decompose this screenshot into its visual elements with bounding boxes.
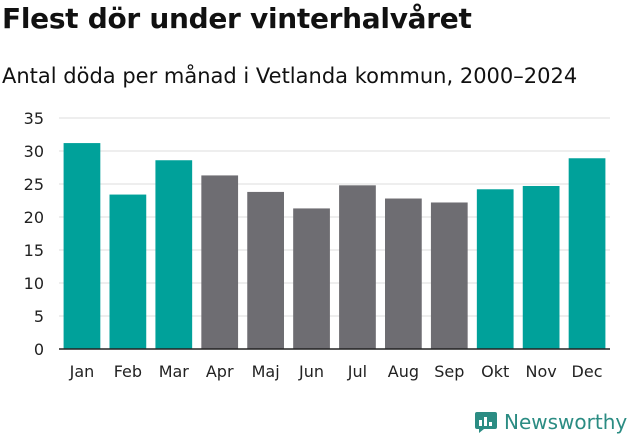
- x-tick-label: Dec: [572, 362, 603, 381]
- x-tick-label: Jul: [347, 362, 367, 381]
- y-tick-label: 30: [24, 142, 44, 161]
- bar-feb: [109, 194, 147, 349]
- bar-layer: [63, 143, 606, 349]
- bar-jan: [63, 143, 101, 349]
- x-tick-label: Apr: [206, 362, 234, 381]
- y-tick-label: 0: [34, 340, 44, 359]
- y-tick-label: 15: [24, 241, 44, 260]
- newsworthy-logo: Newsworthy: [474, 405, 627, 439]
- bar-dec: [568, 158, 606, 349]
- y-tick-label: 5: [34, 307, 44, 326]
- x-tick-label: Jun: [298, 362, 324, 381]
- bar-okt: [476, 189, 514, 349]
- y-tick-label: 10: [24, 274, 44, 293]
- brand-name: Newsworthy: [504, 410, 628, 434]
- x-tick-label: Maj: [252, 362, 280, 381]
- bar-jun: [293, 208, 330, 349]
- x-tick-label: Feb: [114, 362, 142, 381]
- bar-jul: [339, 185, 376, 349]
- bar-sep: [430, 202, 468, 349]
- x-tick-label: Aug: [388, 362, 419, 381]
- bar-nov: [522, 185, 560, 349]
- bar-aug: [385, 198, 422, 349]
- grid-layer: [59, 117, 610, 317]
- x-tick-label: Nov: [526, 362, 557, 381]
- bar-apr: [201, 175, 239, 349]
- x-tick-label: Jan: [69, 362, 95, 381]
- x-tick-label: Sep: [434, 362, 464, 381]
- bar-mar: [155, 160, 193, 349]
- x-tick-label: Mar: [159, 362, 190, 381]
- y-tick-label: 35: [24, 109, 44, 128]
- label-layer: 0 5 10 15 20 25 30 35 Jan Feb Mar Apr Maj Jun Jul Aug Se…: [24, 109, 603, 381]
- chart-title: Flest dör under vinterhalvåret: [2, 2, 472, 35]
- chart-subtitle: Antal döda per månad i Vetlanda kommun, …: [2, 64, 578, 88]
- bar-chart-speech-icon: [475, 412, 497, 433]
- x-tick-label: Okt: [481, 362, 509, 381]
- y-tick-label: 20: [24, 208, 44, 227]
- y-tick-label: 25: [24, 175, 44, 194]
- bar-maj: [247, 191, 284, 349]
